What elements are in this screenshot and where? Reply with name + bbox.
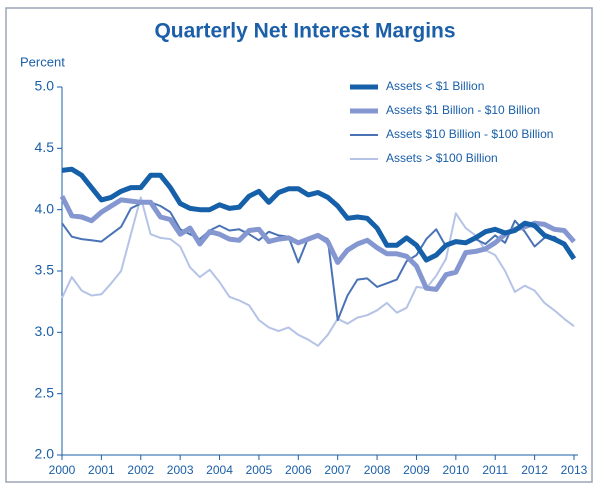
x-tick-label: 2002 (127, 463, 154, 477)
y-tick-label: 3.5 (35, 262, 55, 278)
x-tick-label: 2004 (206, 463, 233, 477)
x-tick-label: 2007 (324, 463, 351, 477)
x-tick-label: 2003 (167, 463, 194, 477)
x-tick-label: 2013 (561, 463, 588, 477)
y-tick-label: 4.0 (35, 200, 55, 216)
x-tick-label: 2012 (521, 463, 548, 477)
legend-label: Assets > $100 Billion (386, 151, 498, 165)
y-tick-label: 4.5 (35, 139, 55, 155)
series-line (61, 166, 577, 263)
series-line (61, 196, 575, 347)
y-axis-label: Percent (20, 54, 65, 69)
x-tick-label: 2000 (49, 463, 76, 477)
series-line (59, 195, 576, 292)
legend-label: Assets $1 Billion - $10 Billion (386, 103, 540, 117)
y-tick-label: 2.0 (35, 446, 55, 462)
x-tick-label: 2011 (482, 463, 508, 477)
y-tick-label: 3.0 (35, 323, 55, 339)
legend-label: Assets < $1 Billion (386, 79, 484, 93)
x-tick-label: 2001 (88, 463, 115, 477)
x-tick-label: 2006 (285, 463, 312, 477)
y-tick-label: 5.0 (35, 78, 55, 94)
legend-label: Assets $10 Billion - $100 Billion (386, 127, 553, 141)
x-tick-label: 2009 (403, 463, 430, 477)
x-tick-label: 2008 (364, 463, 391, 477)
x-tick-label: 2010 (442, 463, 469, 477)
y-tick-label: 2.5 (35, 384, 55, 400)
x-tick-label: 2005 (246, 463, 273, 477)
chart-title: Quarterly Net Interest Margins (154, 20, 455, 43)
